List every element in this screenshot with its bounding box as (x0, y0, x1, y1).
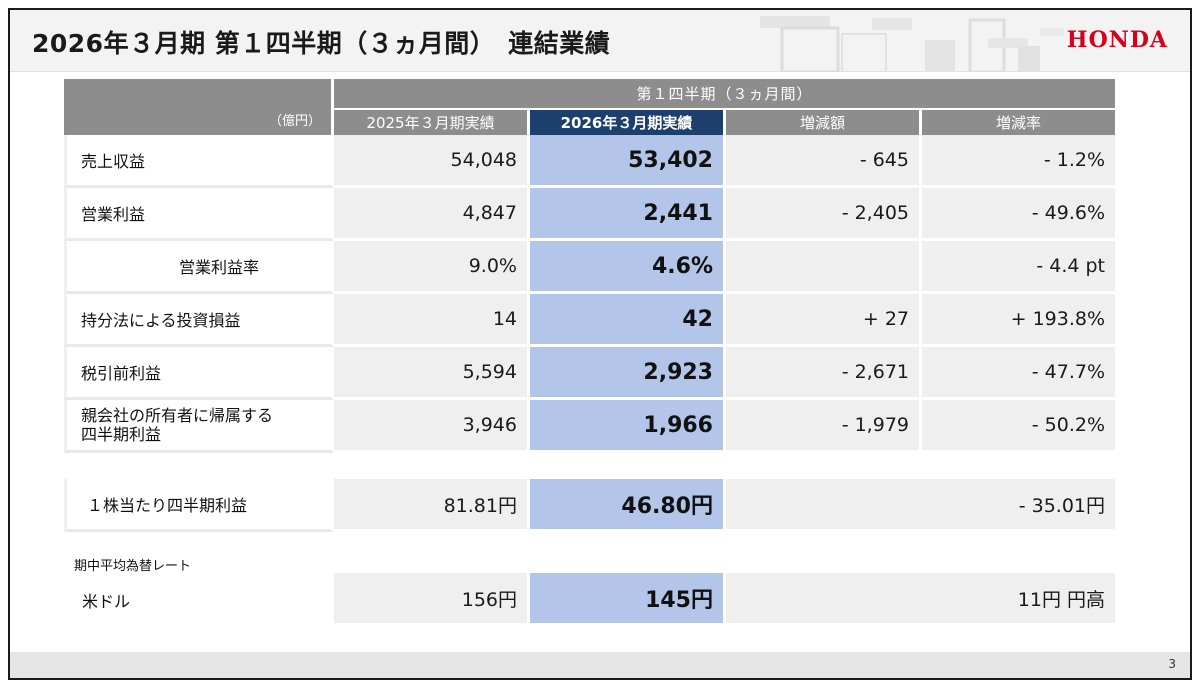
table-row: 営業利益 4,847 2,441 - 2,405 - 49.6% (64, 188, 1119, 241)
eps-current: 46.80円 (530, 479, 726, 532)
rate-value: - 49.6% (922, 188, 1119, 241)
group-header: 第１四半期（３ヵ月間） (334, 79, 1119, 108)
col-header-current: 2026年３月期実績 (530, 108, 726, 135)
unit-label: （億円） (64, 79, 334, 135)
diff-value: - 2,405 (726, 188, 922, 241)
eps-row: １株当たり四半期利益 81.81円 46.80円 - 35.01円 (64, 479, 1119, 532)
row-label: 売上収益 (64, 135, 334, 188)
slide-footer: 3 (10, 652, 1190, 678)
row-label: 持分法による投資損益 (64, 294, 334, 347)
diff-value: - 2,671 (726, 347, 922, 400)
current-value: 2,923 (530, 347, 726, 400)
results-table: （億円） 第１四半期（３ヵ月間） 2025年３月期実績 2026年３月期実績 増… (64, 79, 1119, 532)
row-label: 税引前利益 (64, 347, 334, 400)
col-header-diff: 増減額 (726, 108, 922, 135)
prev-value: 54,048 (334, 135, 530, 188)
fx-section-label: 期中平均為替レート (74, 559, 192, 574)
eps-prev: 81.81円 (334, 479, 530, 532)
table-row: 売上収益 54,048 53,402 - 645 - 1.2% (64, 135, 1119, 188)
current-value: 1,966 (530, 400, 726, 453)
row-label-line: 四半期利益 (81, 425, 162, 444)
eps-change: - 35.01円 (726, 479, 1119, 532)
current-value: 4.6% (530, 241, 726, 294)
prev-value: 5,594 (334, 347, 530, 400)
row-label: 営業利益率 (64, 241, 334, 294)
page-number: 3 (1168, 657, 1176, 671)
rate-value: - 1.2% (922, 135, 1119, 188)
diff-value: - 645 (726, 135, 922, 188)
prev-value: 4,847 (334, 188, 530, 241)
col-header-prev: 2025年３月期実績 (334, 108, 530, 135)
diff-value: + 27 (726, 294, 922, 347)
slide-header: 2026年３月期 第１四半期（３ヵ月間） 連結業績 HONDA (10, 10, 1190, 72)
rate-value: - 50.2% (922, 400, 1119, 453)
rate-value: + 193.8% (922, 294, 1119, 347)
prev-value: 3,946 (334, 400, 530, 453)
slide-title: 2026年３月期 第１四半期（３ヵ月間） 連結業績 (32, 29, 611, 58)
fx-change: 11円 円高 (726, 573, 1118, 626)
prev-value: 14 (334, 294, 530, 347)
spacer-row (64, 453, 1119, 479)
honda-logo: HONDA (1066, 27, 1168, 53)
table-row: 親会社の所有者に帰属する 四半期利益 3,946 1,966 - 1,979 -… (64, 400, 1119, 453)
current-value: 2,441 (530, 188, 726, 241)
row-label: 営業利益 (64, 188, 334, 241)
fx-label: 米ドル (64, 573, 334, 626)
table-row: 税引前利益 5,594 2,923 - 2,671 - 47.7% (64, 347, 1119, 400)
table-row: 持分法による投資損益 14 42 + 27 + 193.8% (64, 294, 1119, 347)
fx-table: 米ドル 156円 145円 11円 円高 (64, 573, 1118, 626)
diff-value: - 1,979 (726, 400, 922, 453)
current-value: 42 (530, 294, 726, 347)
fx-prev: 156円 (334, 573, 530, 626)
header-decoration (760, 16, 1064, 72)
current-value: 53,402 (530, 135, 726, 188)
eps-label: １株当たり四半期利益 (64, 479, 334, 532)
rate-value: - 47.7% (922, 347, 1119, 400)
fx-row: 米ドル 156円 145円 11円 円高 (64, 573, 1118, 626)
row-label: 親会社の所有者に帰属する 四半期利益 (64, 400, 334, 453)
diff-value (726, 241, 922, 294)
row-label-line: 親会社の所有者に帰属する (81, 406, 274, 425)
rate-value: - 4.4 pt (922, 241, 1119, 294)
table-row: 営業利益率 9.0% 4.6% - 4.4 pt (64, 241, 1119, 294)
col-header-rate: 増減率 (922, 108, 1119, 135)
prev-value: 9.0% (334, 241, 530, 294)
fx-current: 145円 (530, 573, 726, 626)
